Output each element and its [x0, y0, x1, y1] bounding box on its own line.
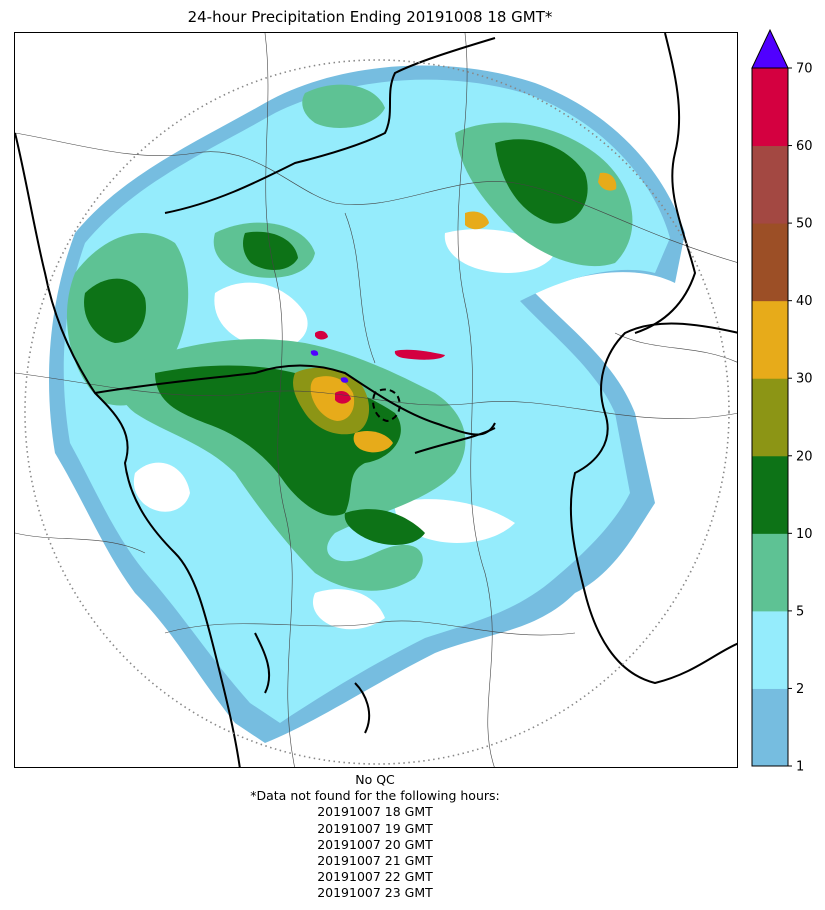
- precip-band-above-70: [310, 350, 319, 356]
- colorbar-tick-label: 50: [796, 217, 813, 232]
- precip-band-10-20: [84, 278, 146, 343]
- colorbar-tick-label: 40: [796, 294, 813, 309]
- colorbar-swatch: [752, 688, 788, 767]
- colorbar-tick-label: 60: [796, 139, 813, 154]
- missing-hour: 20191007 23 GMT: [317, 885, 433, 901]
- colorbar-swatch: [752, 145, 788, 224]
- footer-notes: No QC *Data not found for the following …: [0, 772, 750, 902]
- colorbar-swatch: [752, 610, 788, 689]
- colorbar-tick-label: 2: [796, 682, 804, 697]
- colorbar-tick-label: 70: [796, 62, 813, 77]
- precip-band-30-40: [310, 376, 355, 421]
- missing-data-heading: *Data not found for the following hours:: [250, 788, 500, 804]
- colorbar-swatch: [752, 378, 788, 457]
- colorbar-extend-triangle: [751, 28, 789, 69]
- colorbar-tick-label: 30: [796, 372, 813, 387]
- missing-hour: 20191007 18 GMT: [317, 804, 433, 820]
- precip-band-60-70: [335, 391, 351, 404]
- colorbar-tick-label: 1: [796, 760, 804, 775]
- colorbar-frame: [751, 67, 789, 767]
- regional-boundaries: [15, 33, 737, 767]
- colorbar-swatch: [752, 223, 788, 302]
- colorbar-tick-label: 5: [796, 604, 804, 619]
- precipitation-map: [14, 32, 738, 768]
- missing-hour: 20191007 20 GMT: [317, 836, 433, 852]
- map-title: 24-hour Precipitation Ending 20191008 18…: [187, 8, 553, 26]
- missing-hour: 20191007 19 GMT: [317, 820, 433, 836]
- colorbar-swatch: [752, 68, 788, 147]
- precipitation-field: [49, 65, 686, 744]
- colorbar-swatch: [752, 455, 788, 534]
- colorbar-tick-label: 20: [796, 449, 813, 464]
- colorbar-swatch: [752, 300, 788, 379]
- radar-range-ring: [24, 59, 730, 765]
- missing-hour: 20191007 21 GMT: [317, 853, 433, 869]
- colorbar-tick-label: 10: [796, 527, 813, 542]
- colorbar: 1 2 5 10 20 30 40 50 60 70: [751, 28, 813, 775]
- colorbar-swatch: [752, 533, 788, 612]
- qc-note: No QC: [355, 772, 395, 787]
- missing-hour: 20191007 22 GMT: [317, 869, 433, 885]
